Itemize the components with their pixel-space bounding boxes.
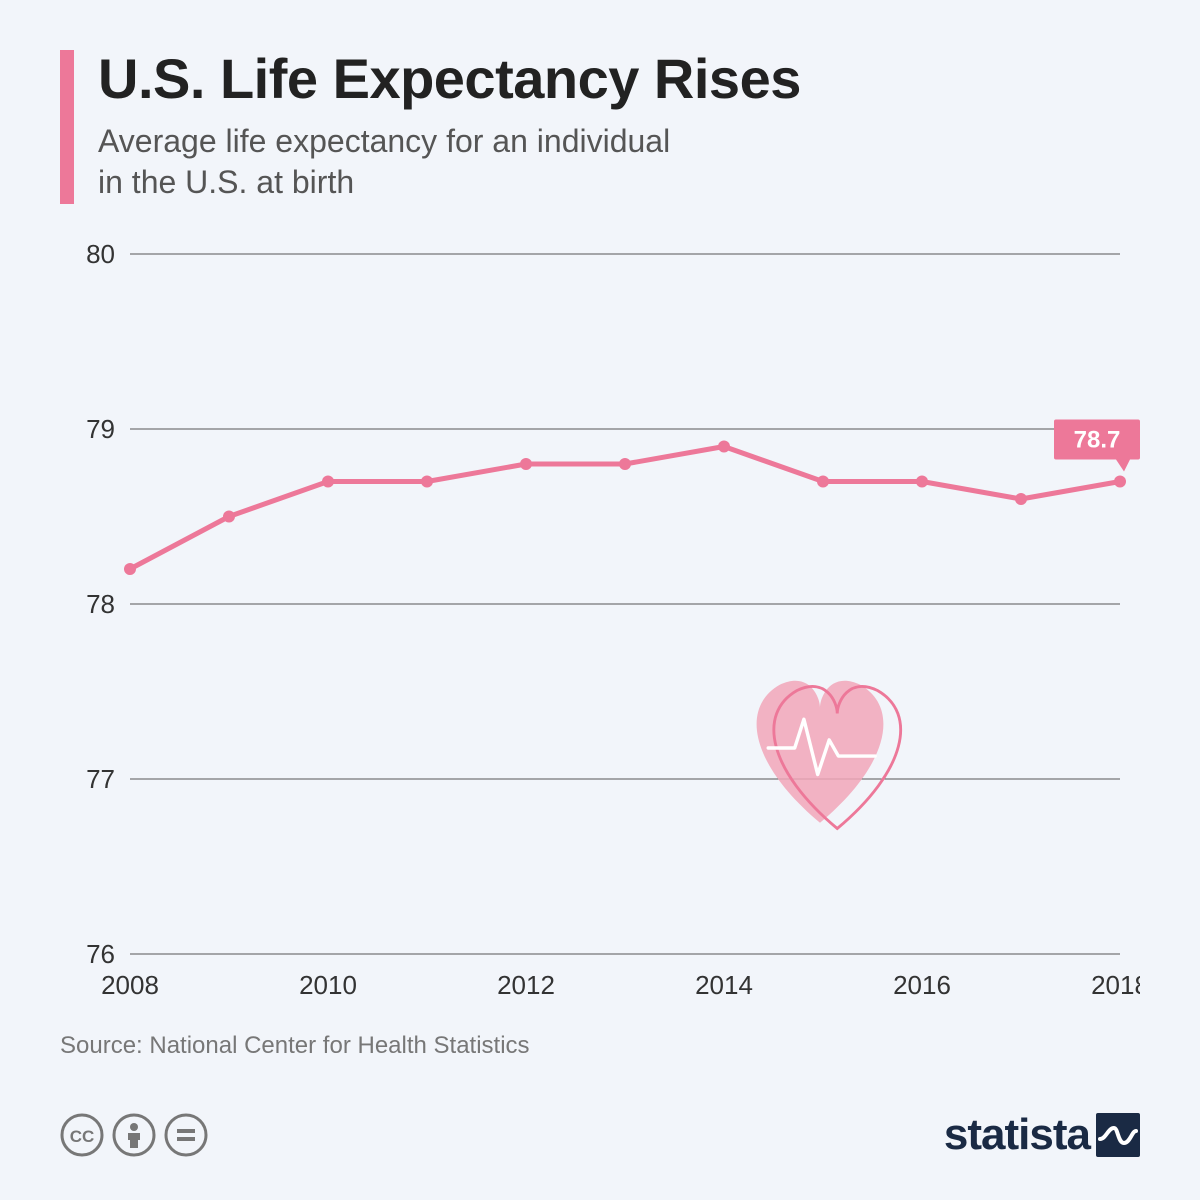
- heart-icon: [757, 681, 901, 829]
- svg-text:77: 77: [86, 764, 115, 794]
- line-chart: 76 77 78 79 80 2008 2010 2012 2014 2016 2018 78.7: [60, 234, 1140, 1014]
- svg-text:76: 76: [86, 939, 115, 969]
- infographic-container: U.S. Life Expectancy Rises Average life …: [0, 0, 1200, 1200]
- svg-text:2010: 2010: [299, 970, 357, 1000]
- footer: CC statista: [60, 1110, 1140, 1160]
- title-text: U.S. Life Expectancy Rises Average life …: [98, 50, 801, 204]
- svg-text:2018: 2018: [1091, 970, 1140, 1000]
- cc-icon: CC: [60, 1113, 104, 1157]
- svg-text:2014: 2014: [695, 970, 753, 1000]
- source-line: Source: National Center for Health Stati…: [60, 1032, 1140, 1060]
- svg-text:CC: CC: [70, 1127, 95, 1146]
- svg-text:2012: 2012: [497, 970, 555, 1000]
- svg-text:2008: 2008: [101, 970, 159, 1000]
- title-block: U.S. Life Expectancy Rises Average life …: [60, 50, 1140, 204]
- brand-logo: statista: [944, 1110, 1140, 1160]
- attribution-icon: [112, 1113, 156, 1157]
- noderivs-icon: [164, 1113, 208, 1157]
- statista-wave-icon: [1096, 1113, 1140, 1157]
- accent-bar: [60, 50, 74, 204]
- svg-text:78: 78: [86, 589, 115, 619]
- license-icons: CC: [60, 1113, 208, 1157]
- svg-text:79: 79: [86, 414, 115, 444]
- svg-text:2016: 2016: [893, 970, 951, 1000]
- chart-area: 76 77 78 79 80 2008 2010 2012 2014 2016 2018 78.7: [60, 234, 1140, 1014]
- svg-text:78.7: 78.7: [1074, 426, 1121, 453]
- svg-text:80: 80: [86, 239, 115, 269]
- value-callout: 78.7: [1054, 419, 1140, 471]
- chart-subtitle: Average life expectancy for an individua…: [98, 121, 801, 204]
- chart-title: U.S. Life Expectancy Rises: [98, 50, 801, 109]
